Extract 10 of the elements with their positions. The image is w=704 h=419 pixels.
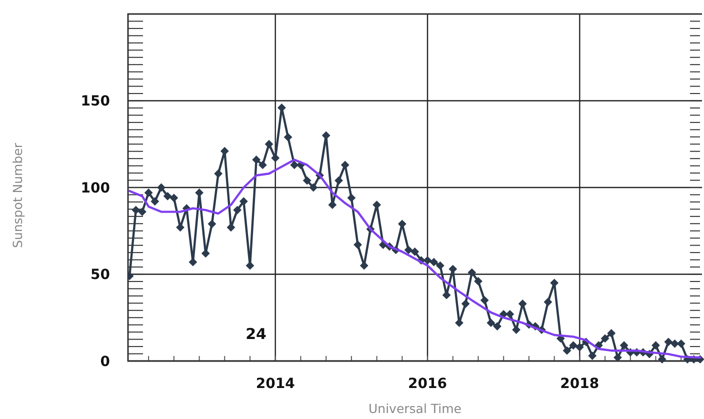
y-axis-title: Sunspot Number xyxy=(10,142,25,248)
y-tick-label: 150 xyxy=(80,94,110,110)
x-tick-label: 2014 xyxy=(256,376,296,392)
y-tick-label: 0 xyxy=(100,354,110,370)
annotation: 24 xyxy=(246,325,266,343)
y-tick-label: 50 xyxy=(90,267,110,284)
x-tick-label: 2016 xyxy=(408,376,447,392)
x-tick-label: 2018 xyxy=(560,376,600,392)
y-tick-label: 100 xyxy=(80,180,110,196)
x-axis-title: Universal Time xyxy=(368,401,462,416)
